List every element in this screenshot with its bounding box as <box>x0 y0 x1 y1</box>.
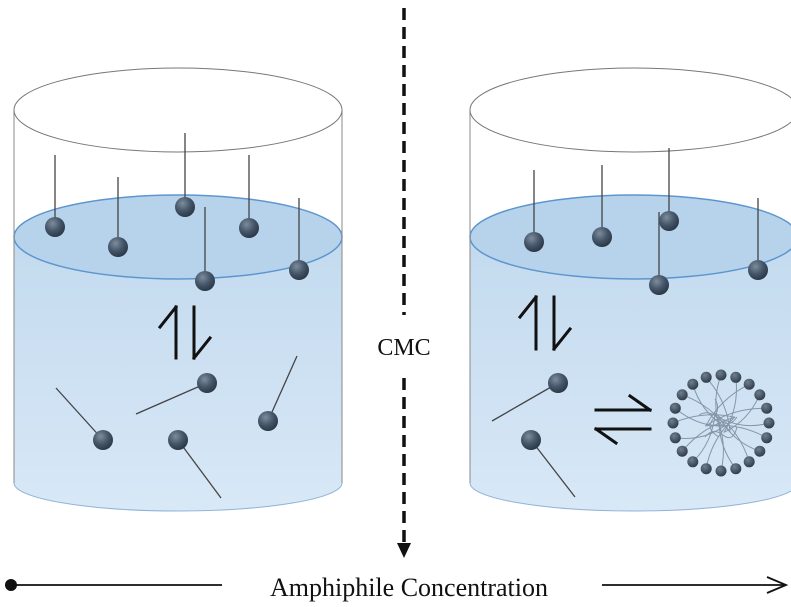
amphiphile-head <box>175 197 195 217</box>
amphiphile-head <box>168 430 188 450</box>
micelle-head <box>687 456 698 467</box>
amphiphile-head <box>45 217 65 237</box>
micelle-head <box>764 418 775 429</box>
amphiphile-head <box>548 373 568 393</box>
micelle-head <box>754 389 765 400</box>
micelle-head <box>701 372 712 383</box>
amphiphile-head <box>592 227 612 247</box>
amphiphile-head <box>748 260 768 280</box>
left-beaker <box>14 68 342 511</box>
concentration-axis: Amphiphile Concentration <box>5 573 786 602</box>
micelle-head <box>701 463 712 474</box>
right-rim <box>470 68 791 152</box>
axis-label: Amphiphile Concentration <box>270 573 548 602</box>
cmc-divider: CMC <box>377 8 430 558</box>
amphiphile-head <box>239 218 259 238</box>
micelle-head <box>716 466 727 477</box>
amphiphile-head <box>649 275 669 295</box>
micelle-head <box>744 379 755 390</box>
micelle-head <box>687 379 698 390</box>
micelle-head <box>761 432 772 443</box>
amphiphile-head <box>195 271 215 291</box>
right-water-surface <box>470 195 791 279</box>
amphiphile-head <box>108 237 128 257</box>
micelle-head <box>754 446 765 457</box>
right-beaker <box>470 68 791 511</box>
micelle-head <box>761 403 772 414</box>
micelle-head <box>677 389 688 400</box>
micelle-head <box>670 432 681 443</box>
left-rim <box>14 68 342 152</box>
amphiphile-head <box>659 211 679 231</box>
amphiphile-head <box>524 232 544 252</box>
amphiphile-head <box>93 430 113 450</box>
micelle-head <box>716 370 727 381</box>
micelle-head <box>670 403 681 414</box>
micelle-head <box>668 418 679 429</box>
amphiphile-head <box>258 411 278 431</box>
micelle-head <box>744 456 755 467</box>
cmc-label: CMC <box>377 335 430 361</box>
cmc-divider-arrowhead <box>397 543 411 558</box>
micelle-head <box>730 372 741 383</box>
amphiphile-head <box>197 373 217 393</box>
amphiphile-head <box>289 260 309 280</box>
amphiphile-head <box>521 430 541 450</box>
micelle-head <box>730 463 741 474</box>
micelle-head <box>677 446 688 457</box>
